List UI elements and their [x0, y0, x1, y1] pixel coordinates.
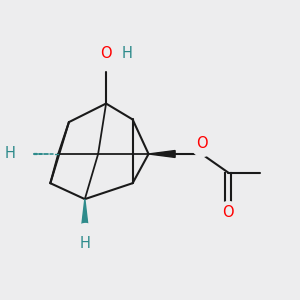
Text: O: O [222, 205, 234, 220]
Text: H: H [5, 146, 16, 161]
Point [199, 142, 204, 147]
Point [19, 152, 23, 156]
Polygon shape [148, 151, 175, 158]
Text: O: O [196, 136, 208, 152]
Point [226, 209, 231, 214]
Text: H: H [122, 46, 133, 61]
Point [82, 231, 87, 236]
Polygon shape [81, 199, 88, 231]
Text: O: O [100, 46, 112, 61]
Text: H: H [80, 236, 90, 251]
Point [104, 51, 109, 56]
Point [125, 51, 130, 56]
